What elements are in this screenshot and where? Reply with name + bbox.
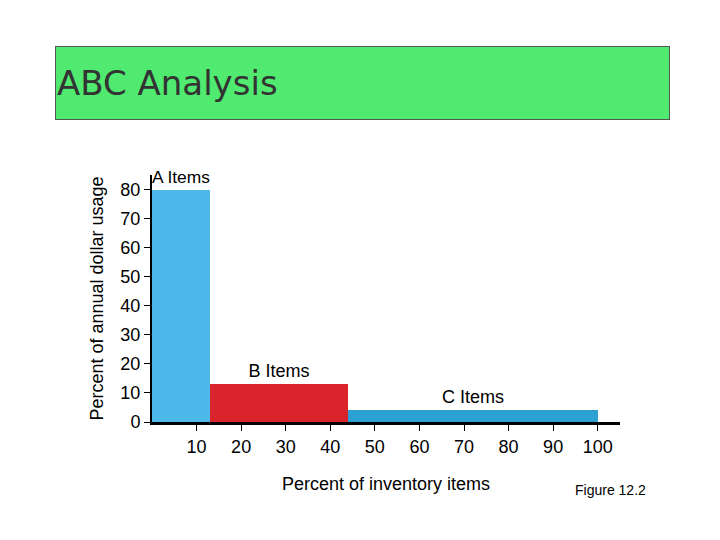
svg-text:0: 0 <box>130 412 140 432</box>
svg-text:10: 10 <box>120 383 140 403</box>
svg-text:C Items: C Items <box>442 387 504 407</box>
svg-text:60: 60 <box>120 238 140 258</box>
svg-text:40: 40 <box>120 296 140 316</box>
svg-text:30: 30 <box>120 325 140 345</box>
svg-text:90: 90 <box>543 437 563 457</box>
svg-text:80: 80 <box>499 437 519 457</box>
svg-text:Percent of annual dollar usage: Percent of annual dollar usage <box>87 176 107 420</box>
svg-text:100: 100 <box>583 437 613 457</box>
svg-text:B Items: B Items <box>249 361 310 381</box>
svg-text:10: 10 <box>187 437 207 457</box>
svg-text:40: 40 <box>320 437 340 457</box>
svg-text:Figure 12.2: Figure 12.2 <box>575 482 646 498</box>
svg-text:Percent of inventory items: Percent of inventory items <box>282 474 490 494</box>
svg-text:70: 70 <box>120 209 140 229</box>
svg-text:80: 80 <box>120 180 140 200</box>
svg-text:30: 30 <box>276 437 296 457</box>
svg-text:20: 20 <box>120 354 140 374</box>
svg-text:A Items: A Items <box>152 167 210 187</box>
svg-text:70: 70 <box>454 437 474 457</box>
svg-text:50: 50 <box>365 437 385 457</box>
svg-text:60: 60 <box>409 437 429 457</box>
svg-text:50: 50 <box>120 267 140 287</box>
svg-text:20: 20 <box>231 437 251 457</box>
svg-text:ABC Analysis: ABC Analysis <box>57 63 278 103</box>
